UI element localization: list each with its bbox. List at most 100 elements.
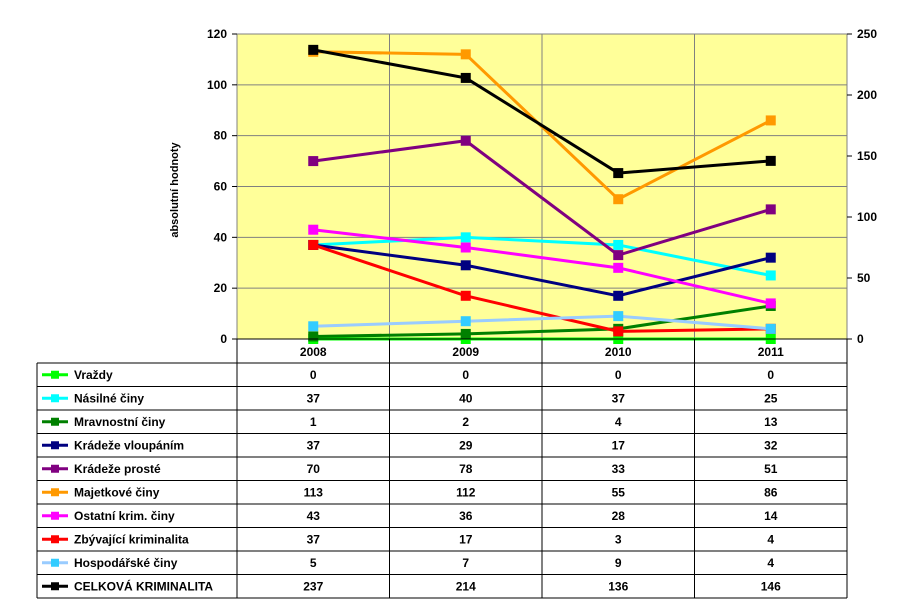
right-tick-label: 200 [857, 88, 877, 102]
data-point [308, 224, 319, 235]
legend-swatch-marker [51, 535, 59, 544]
series-lines [308, 44, 776, 344]
data-label: 17 [459, 532, 473, 546]
data-point [765, 115, 776, 126]
data-point [308, 331, 319, 342]
data-label: 37 [307, 438, 321, 452]
category-label: 2009 [452, 345, 479, 359]
series-line [312, 48, 771, 175]
data-label: 4 [767, 532, 774, 546]
series-name: Zbývající kriminalita [74, 532, 189, 546]
data-label: 0 [615, 368, 622, 382]
legend-swatch-marker [51, 488, 59, 497]
data-label: 4 [615, 415, 622, 429]
data-point [460, 49, 471, 60]
data-label: 37 [307, 532, 321, 546]
data-label: 43 [307, 509, 321, 523]
legend-swatch-marker [51, 441, 59, 450]
series-name: Majetkové činy [74, 485, 160, 499]
data-label: 29 [459, 438, 473, 452]
series-name: CELKOVÁ KRIMINALITA [74, 578, 213, 593]
right-tick-label: 150 [857, 149, 877, 163]
category-label: 2011 [758, 345, 784, 359]
series-line [313, 314, 771, 331]
data-label: 5 [310, 556, 317, 570]
data-point [765, 252, 776, 263]
data-label: 214 [456, 579, 476, 593]
data-label: 0 [310, 368, 317, 382]
data-point [613, 239, 624, 250]
left-tick-label: 0 [220, 332, 227, 346]
data-point [308, 321, 319, 332]
category-label: 2010 [605, 345, 632, 359]
data-point [765, 270, 776, 281]
left-tick-label: 80 [214, 129, 228, 143]
series-line [313, 235, 772, 277]
legend-swatch-marker [51, 582, 59, 591]
data-label: 13 [764, 415, 778, 429]
legend-swatch-marker [51, 558, 59, 567]
legend-swatch-marker [51, 370, 59, 379]
series-line [313, 228, 772, 305]
left-tick-label: 100 [207, 78, 227, 92]
series-line [312, 243, 771, 333]
series-name: Mravnostní činy [74, 415, 166, 429]
data-point [308, 44, 319, 55]
series-name: Krádeže prosté [74, 462, 161, 476]
data-point [613, 262, 624, 273]
data-label: 237 [303, 579, 323, 593]
data-label: 33 [612, 462, 626, 476]
data-point [765, 155, 776, 166]
data-label: 1 [310, 415, 317, 429]
right-tick-label: 100 [857, 210, 877, 224]
gridlines [237, 33, 847, 339]
data-point [613, 311, 624, 322]
series-name: Vraždy [74, 368, 113, 382]
data-point [460, 290, 471, 301]
data-point [460, 232, 471, 243]
data-label: 55 [612, 485, 626, 499]
data-label: 32 [764, 438, 778, 452]
data-point [308, 239, 319, 250]
data-label: 37 [307, 391, 321, 405]
data-label: 146 [761, 579, 781, 593]
legend-swatch-marker [51, 511, 59, 520]
data-label: 4 [767, 556, 774, 570]
right-tick-label: 50 [857, 271, 871, 285]
data-label: 37 [612, 391, 626, 405]
data-point [460, 242, 471, 253]
data-point [460, 328, 471, 339]
legend-swatch-marker [51, 394, 59, 403]
data-label: 2 [462, 415, 469, 429]
data-point [308, 156, 319, 167]
left-axis: 0 20 40 60 80 100 120 [207, 27, 237, 346]
data-label: 40 [459, 391, 473, 405]
left-tick-label: 60 [214, 180, 228, 194]
series-name: Hospodářské činy [74, 556, 178, 570]
data-label: 17 [612, 438, 626, 452]
left-tick-label: 40 [214, 230, 228, 244]
series-line [313, 243, 772, 298]
data-label: 3 [615, 532, 622, 546]
data-point [765, 204, 776, 215]
legend-swatch-marker [51, 464, 59, 473]
data-point [765, 323, 776, 334]
data-label: 70 [307, 462, 321, 476]
data-label: 113 [304, 485, 324, 499]
data-point [460, 260, 471, 271]
data-label: 78 [459, 462, 473, 476]
data-point [613, 168, 624, 179]
data-label: 14 [764, 509, 778, 523]
data-label: 0 [767, 368, 774, 382]
data-label: 36 [459, 509, 473, 523]
data-point [460, 135, 471, 146]
data-label: 51 [764, 462, 778, 476]
right-tick-label: 0 [857, 332, 864, 346]
data-point [613, 326, 624, 337]
right-axis: 0 50 100 150 200 250 [847, 27, 877, 346]
data-point [460, 316, 471, 327]
data-label: 28 [612, 509, 626, 523]
data-label: 136 [608, 579, 628, 593]
data-label: 112 [456, 485, 476, 499]
